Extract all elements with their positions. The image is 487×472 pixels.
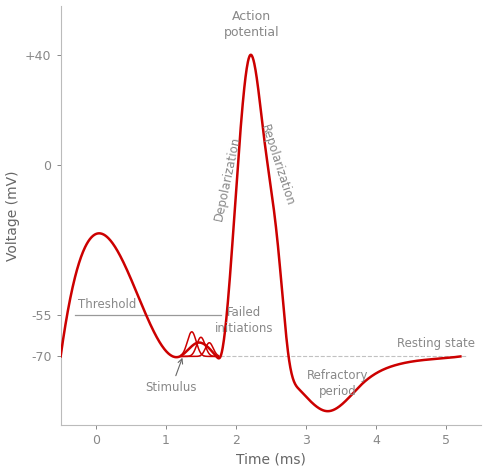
Text: Depolarization: Depolarization: [212, 135, 243, 222]
Y-axis label: Voltage (mV): Voltage (mV): [5, 170, 19, 261]
Text: Stimulus: Stimulus: [146, 359, 197, 394]
X-axis label: Time (ms): Time (ms): [236, 453, 306, 466]
Text: Resting state: Resting state: [397, 337, 475, 350]
Text: Repolarization: Repolarization: [257, 123, 296, 207]
Text: Threshold: Threshold: [78, 298, 136, 311]
Text: Refractory
period: Refractory period: [307, 369, 369, 398]
Text: Action
potential: Action potential: [224, 10, 279, 39]
Text: Failed
initiations: Failed initiations: [215, 306, 274, 335]
